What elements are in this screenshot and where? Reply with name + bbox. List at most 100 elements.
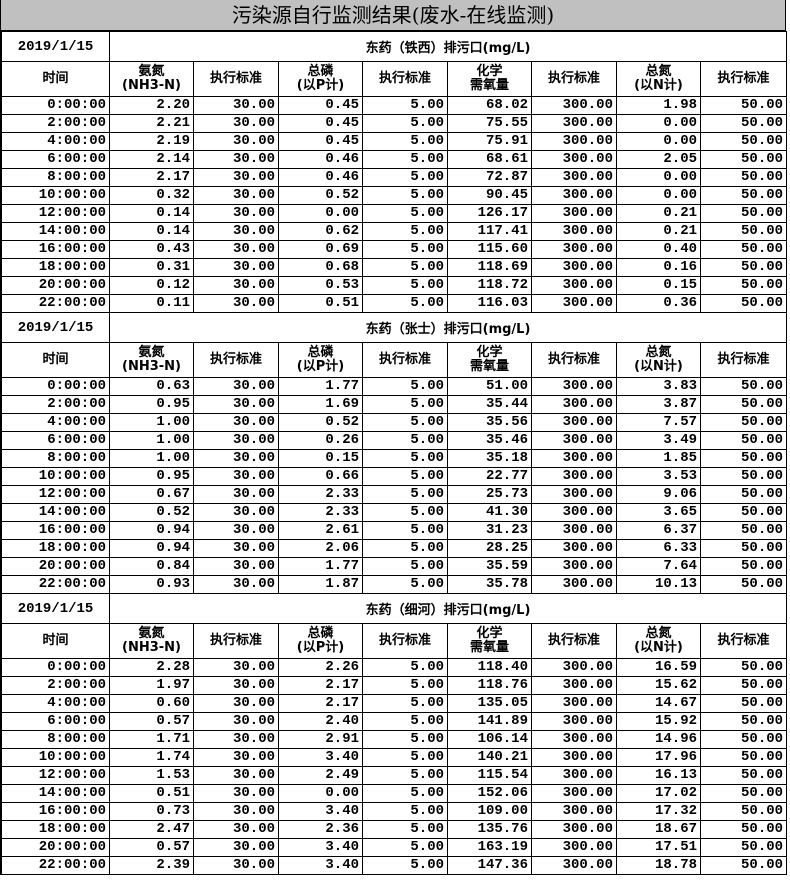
value-cell: 30.00 — [193, 694, 279, 713]
value-cell: 300.00 — [531, 276, 617, 295]
table-row: 8:00:00 2.17 30.00 0.46 5.00 72.87 300.00 0.00 5… — [1, 168, 788, 187]
column-header-row: 时间 氨氮 (NH3-N) 执行标准 总磷 (以P计) 执行标准 化学 需氧量 执行标准 总氮 (以N… — [1, 342, 788, 378]
column-header: 时间 — [1, 342, 110, 378]
value-cell: 35.78 — [447, 575, 532, 594]
value-cell: 30.00 — [193, 240, 279, 259]
value-cell: 0.21 — [616, 204, 701, 223]
column-header: 执行标准 — [362, 342, 448, 378]
column-header-row: 时间 氨氮 (NH3-N) 执行标准 总磷 (以P计) 执行标准 化学 需氧量 执行标准 总氮 (以N… — [1, 623, 788, 659]
value-cell: 5.00 — [362, 168, 448, 187]
time-cell: 10:00:00 — [1, 748, 110, 767]
value-cell: 30.00 — [193, 96, 279, 115]
value-cell: 109.00 — [447, 802, 532, 821]
value-cell: 30.00 — [193, 748, 279, 767]
value-cell: 18.78 — [616, 856, 701, 875]
column-header: 总氮 (以N计) — [616, 342, 701, 378]
value-cell: 118.69 — [447, 258, 532, 277]
value-cell: 5.00 — [362, 676, 448, 695]
value-cell: 5.00 — [362, 730, 448, 749]
value-cell: 5.00 — [362, 521, 448, 540]
value-cell: 2.47 — [109, 820, 194, 839]
value-cell: 147.36 — [447, 856, 532, 875]
column-header: 执行标准 — [362, 61, 448, 97]
value-cell: 300.00 — [531, 766, 617, 785]
value-cell: 2.17 — [109, 168, 194, 187]
value-cell: 5.00 — [362, 395, 448, 414]
value-cell: 0.32 — [109, 186, 194, 205]
value-cell: 0.15 — [278, 449, 363, 468]
value-cell: 17.02 — [616, 784, 701, 803]
column-header: 化学 需氧量 — [447, 61, 532, 97]
value-cell: 0.31 — [109, 258, 194, 277]
value-cell: 5.00 — [362, 694, 448, 713]
table-row: 20:00:00 0.84 30.00 1.77 5.00 35.59 300.00 7.64… — [1, 557, 788, 576]
section-date-row: 2019/1/15 东药（张士）排污口(mg/L) — [1, 312, 788, 343]
table-row: 10:00:00 0.32 30.00 0.52 5.00 90.45 300.00 0.00… — [1, 186, 788, 205]
value-cell: 22.77 — [447, 467, 532, 486]
value-cell: 50.00 — [699, 413, 788, 432]
column-header-line: 总磷 — [307, 64, 334, 79]
column-header-line: (NH3-N) — [122, 359, 181, 374]
value-cell: 300.00 — [531, 712, 617, 731]
value-cell: 50.00 — [699, 766, 788, 785]
value-cell: 3.53 — [616, 467, 701, 486]
value-cell: 0.57 — [109, 712, 194, 731]
value-cell: 0.00 — [616, 114, 701, 133]
column-header-line: (以N计) — [634, 78, 683, 93]
section-date: 2019/1/15 — [1, 312, 110, 343]
value-cell: 50.00 — [699, 838, 788, 857]
time-cell: 4:00:00 — [1, 132, 110, 151]
value-cell: 0.45 — [278, 114, 363, 133]
report-title: 污染源自行监测结果(废水-在线监测) — [1, 0, 786, 31]
value-cell: 30.00 — [193, 449, 279, 468]
value-cell: 3.49 — [616, 431, 701, 450]
value-cell: 50.00 — [699, 521, 788, 540]
value-cell: 117.41 — [447, 222, 532, 241]
value-cell: 50.00 — [699, 539, 788, 558]
time-cell: 0:00:00 — [1, 96, 110, 115]
value-cell: 5.00 — [362, 222, 448, 241]
value-cell: 1.71 — [109, 730, 194, 749]
table-row: 18:00:00 0.94 30.00 2.06 5.00 28.25 300.00 6.33… — [1, 539, 788, 558]
value-cell: 17.51 — [616, 838, 701, 857]
time-cell: 0:00:00 — [1, 377, 110, 396]
value-cell: 300.00 — [531, 114, 617, 133]
table-row: 0:00:00 2.20 30.00 0.45 5.00 68.02 300.00 1.98 5… — [1, 96, 788, 115]
value-cell: 300.00 — [531, 413, 617, 432]
time-cell: 22:00:00 — [1, 294, 110, 313]
value-cell: 5.00 — [362, 748, 448, 767]
column-header: 氨氮 (NH3-N) — [109, 623, 194, 659]
table-row: 12:00:00 0.14 30.00 0.00 5.00 126.17 300.00 0.2… — [1, 204, 788, 223]
value-cell: 2.33 — [278, 485, 363, 504]
value-cell: 35.46 — [447, 431, 532, 450]
table-row: 8:00:00 1.71 30.00 2.91 5.00 106.14 300.00 14.9… — [1, 730, 788, 749]
value-cell: 300.00 — [531, 467, 617, 486]
value-cell: 5.00 — [362, 658, 448, 677]
section-date: 2019/1/15 — [1, 593, 110, 624]
monitoring-table: 2019/1/15 东药（铁西）排污口(mg/L) 时间 氨氮 (NH3-N) 执行标准总… — [1, 31, 788, 875]
value-cell: 30.00 — [193, 294, 279, 313]
time-cell: 16:00:00 — [1, 802, 110, 821]
value-cell: 300.00 — [531, 658, 617, 677]
column-header: 总磷 (以P计) — [278, 342, 363, 378]
value-cell: 0.84 — [109, 557, 194, 576]
value-cell: 0.00 — [278, 784, 363, 803]
column-header-line: 氨氮 — [138, 626, 165, 641]
time-cell: 2:00:00 — [1, 114, 110, 133]
column-header-line: 化学 — [476, 345, 503, 360]
value-cell: 50.00 — [699, 431, 788, 450]
time-cell: 18:00:00 — [1, 539, 110, 558]
value-cell: 2.20 — [109, 96, 194, 115]
time-cell: 20:00:00 — [1, 557, 110, 576]
value-cell: 2.17 — [278, 694, 363, 713]
value-cell: 5.00 — [362, 467, 448, 486]
value-cell: 300.00 — [531, 395, 617, 414]
value-cell: 30.00 — [193, 150, 279, 169]
value-cell: 5.00 — [362, 503, 448, 522]
column-header: 执行标准 — [531, 61, 617, 97]
table-row: 22:00:00 0.11 30.00 0.51 5.00 116.03 300.00 0.3… — [1, 294, 788, 313]
value-cell: 50.00 — [699, 658, 788, 677]
time-cell: 12:00:00 — [1, 204, 110, 223]
value-cell: 41.30 — [447, 503, 532, 522]
